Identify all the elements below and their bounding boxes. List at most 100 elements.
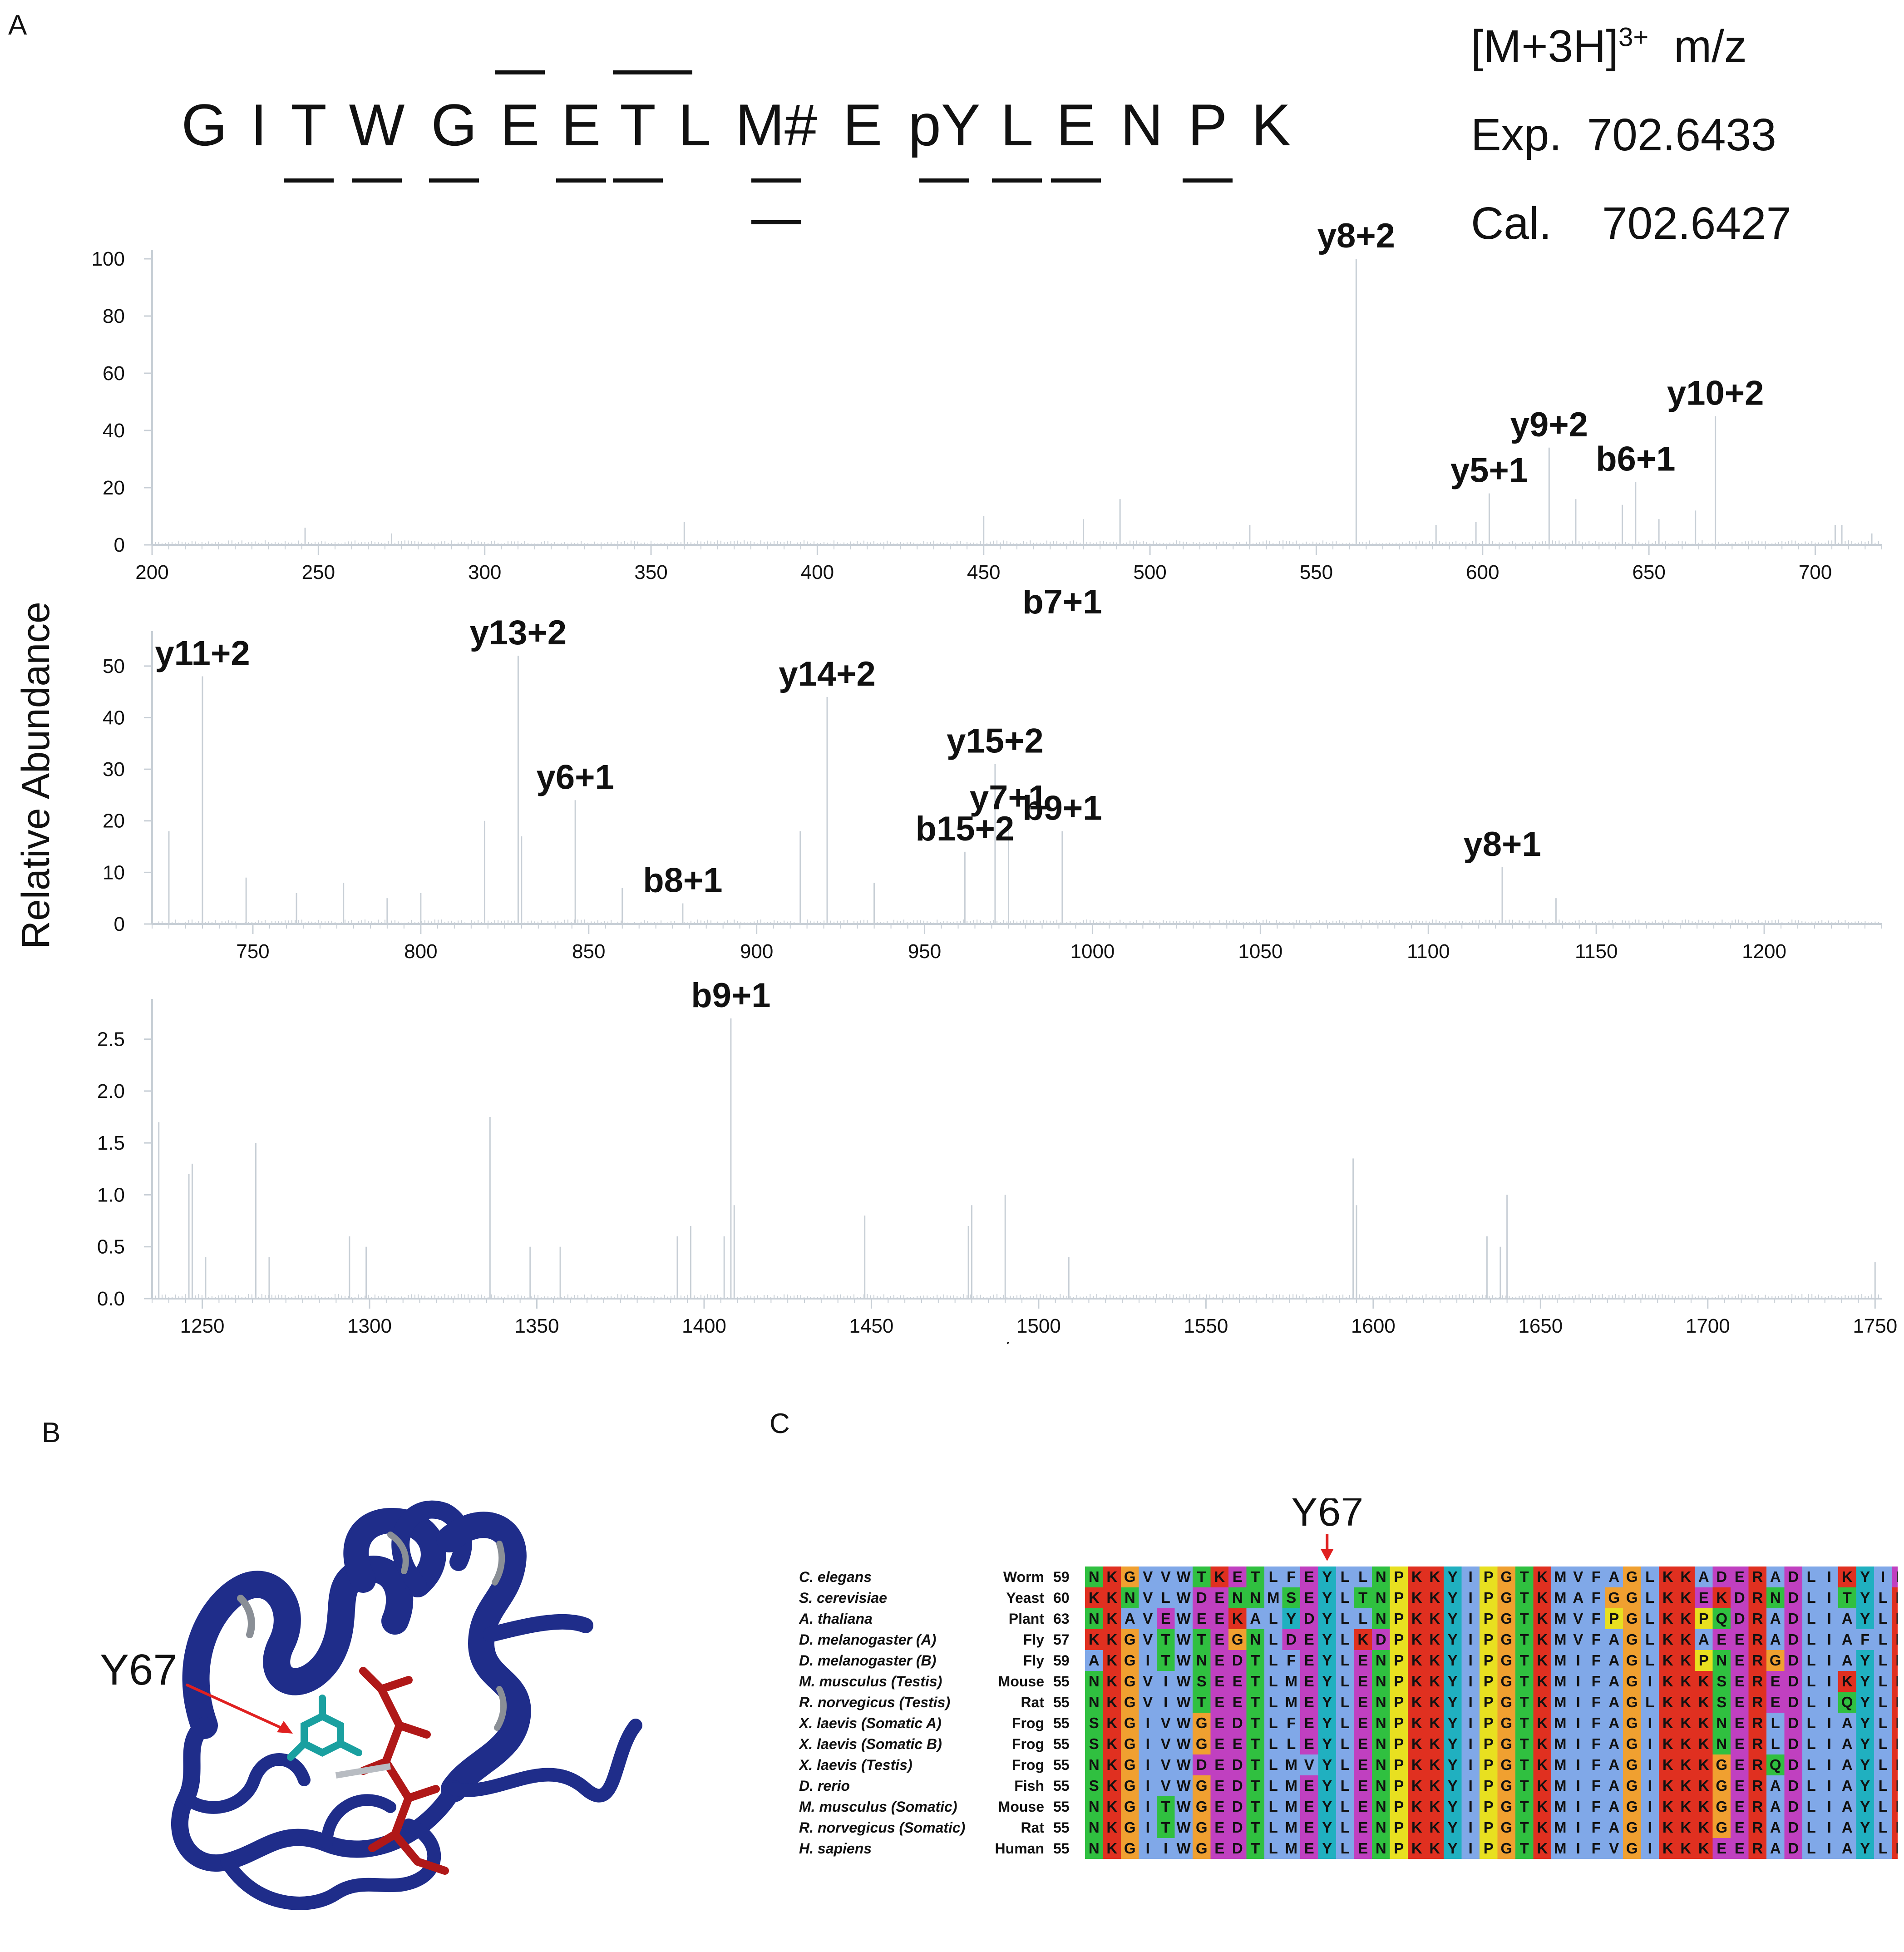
residue-cell bbox=[1784, 1587, 1803, 1608]
residue-letter: R bbox=[1752, 1652, 1763, 1669]
residue-letter: A bbox=[1608, 1735, 1619, 1752]
residue-cell bbox=[1677, 1650, 1695, 1671]
alignment-species: D. melanogaster (B) bbox=[799, 1652, 936, 1669]
residue-cell bbox=[1712, 1817, 1731, 1838]
residue-letter: N bbox=[1089, 1798, 1100, 1815]
residue-letter: M bbox=[1267, 1589, 1280, 1606]
residue-cell bbox=[1856, 1754, 1874, 1775]
residue-letter: N bbox=[1196, 1652, 1207, 1669]
residue-cell bbox=[1731, 1796, 1749, 1817]
residue-letter: K bbox=[1662, 1756, 1673, 1773]
residue-letter: E bbox=[1717, 1631, 1726, 1648]
residue-letter: Y bbox=[1322, 1652, 1332, 1669]
residue-cell bbox=[1354, 1650, 1372, 1671]
residue-letter: I bbox=[1648, 1798, 1652, 1815]
residue-letter: I bbox=[1469, 1589, 1473, 1606]
residue-cell bbox=[1210, 1671, 1229, 1692]
residue-cell bbox=[1426, 1817, 1444, 1838]
residue-cell bbox=[1157, 1775, 1175, 1796]
residue-letter: Y bbox=[1860, 1798, 1870, 1815]
residue-cell bbox=[1085, 1587, 1103, 1608]
residue-cell bbox=[1282, 1838, 1301, 1859]
residue-cell bbox=[1390, 1754, 1408, 1775]
residue-letter: A bbox=[1608, 1715, 1619, 1731]
alignment-species: X. laevis (Somatic B) bbox=[799, 1736, 942, 1752]
residue-cell bbox=[1121, 1587, 1139, 1608]
residue-cell bbox=[1623, 1567, 1641, 1587]
residue-letter: N bbox=[1376, 1673, 1386, 1690]
residue-letter: Y bbox=[1860, 1694, 1870, 1710]
residue-letter: K bbox=[1106, 1631, 1117, 1648]
residue-cell bbox=[1139, 1775, 1157, 1796]
residue-cell bbox=[1784, 1817, 1803, 1838]
residue-cell bbox=[1659, 1838, 1677, 1859]
residue-letter: A bbox=[1842, 1819, 1853, 1836]
residue-cell bbox=[1372, 1671, 1390, 1692]
residue-cell bbox=[1874, 1608, 1892, 1629]
residue-cell bbox=[1748, 1692, 1767, 1713]
residue-cell bbox=[1480, 1629, 1498, 1650]
residue-letter: I bbox=[1648, 1777, 1652, 1794]
peptide-residue: L bbox=[678, 92, 711, 158]
residue-letter: K bbox=[1895, 1798, 1898, 1815]
residue-letter: N bbox=[1716, 1715, 1727, 1731]
residue-cell bbox=[1336, 1671, 1354, 1692]
residue-cell bbox=[1139, 1754, 1157, 1775]
residue-letter: I bbox=[1164, 1694, 1168, 1710]
residue-letter: K bbox=[1680, 1652, 1691, 1669]
alignment-common-name: Fly bbox=[1023, 1631, 1044, 1648]
residue-cell bbox=[1282, 1608, 1301, 1629]
residue-cell bbox=[1551, 1838, 1569, 1859]
residue-cell bbox=[1174, 1567, 1193, 1587]
residue-letter: L bbox=[1341, 1798, 1350, 1815]
residue-cell bbox=[1677, 1713, 1695, 1734]
residue-cell bbox=[1157, 1817, 1175, 1838]
residue-letter: T bbox=[1197, 1694, 1206, 1710]
residue-letter: L bbox=[1341, 1694, 1350, 1710]
residue-letter: I bbox=[1469, 1756, 1473, 1773]
residue-letter: A bbox=[1842, 1798, 1853, 1815]
residue-cell bbox=[1515, 1838, 1534, 1859]
residue-letter: K bbox=[1537, 1673, 1548, 1690]
residue-letter: P bbox=[1484, 1777, 1494, 1794]
residue-letter: K bbox=[1662, 1568, 1673, 1585]
residue-cell bbox=[1497, 1567, 1516, 1587]
residue-cell bbox=[1569, 1629, 1588, 1650]
residue-letter: L bbox=[1341, 1819, 1350, 1836]
residue-cell bbox=[1838, 1754, 1856, 1775]
fragment-ion-label: b9+1 bbox=[1022, 789, 1102, 827]
residue-cell bbox=[1605, 1775, 1623, 1796]
residue-letter: V bbox=[1143, 1568, 1153, 1585]
residue-letter: R bbox=[1752, 1715, 1763, 1731]
residue-letter: W bbox=[1177, 1610, 1191, 1627]
residue-cell bbox=[1139, 1796, 1157, 1817]
ribbon-backbone bbox=[171, 1500, 642, 1910]
residue-cell bbox=[1731, 1838, 1749, 1859]
residue-letter: I bbox=[1827, 1840, 1831, 1857]
residue-cell bbox=[1336, 1796, 1354, 1817]
alignment-common-name: Mouse bbox=[998, 1673, 1044, 1690]
residue-cell bbox=[1712, 1671, 1731, 1692]
residue-letter: Y bbox=[1322, 1840, 1332, 1857]
residue-letter: I bbox=[1827, 1819, 1831, 1836]
residue-letter: E bbox=[1358, 1715, 1368, 1731]
alignment-start-position: 55 bbox=[1053, 1778, 1070, 1794]
residue-cell bbox=[1641, 1754, 1659, 1775]
alignment-species: D. melanogaster (A) bbox=[799, 1631, 936, 1648]
residue-cell bbox=[1623, 1713, 1641, 1734]
residue-letter: E bbox=[1735, 1819, 1745, 1836]
residue-cell bbox=[1480, 1567, 1498, 1587]
residue-letter: N bbox=[1716, 1652, 1727, 1669]
residue-cell bbox=[1085, 1817, 1103, 1838]
residue-letter: L bbox=[1341, 1568, 1350, 1585]
x-tick-label: 1550 bbox=[1184, 1315, 1228, 1337]
residue-letter: E bbox=[1896, 1568, 1898, 1585]
residue-cell bbox=[1515, 1567, 1534, 1587]
residue-letter: K bbox=[1680, 1589, 1691, 1606]
residue-letter: L bbox=[1269, 1819, 1278, 1836]
residue-letter: K bbox=[1895, 1715, 1898, 1731]
residue-cell bbox=[1874, 1650, 1892, 1671]
alignment-start-position: 55 bbox=[1053, 1840, 1070, 1857]
residue-letter: I bbox=[1469, 1610, 1473, 1627]
residue-cell bbox=[1874, 1567, 1892, 1587]
